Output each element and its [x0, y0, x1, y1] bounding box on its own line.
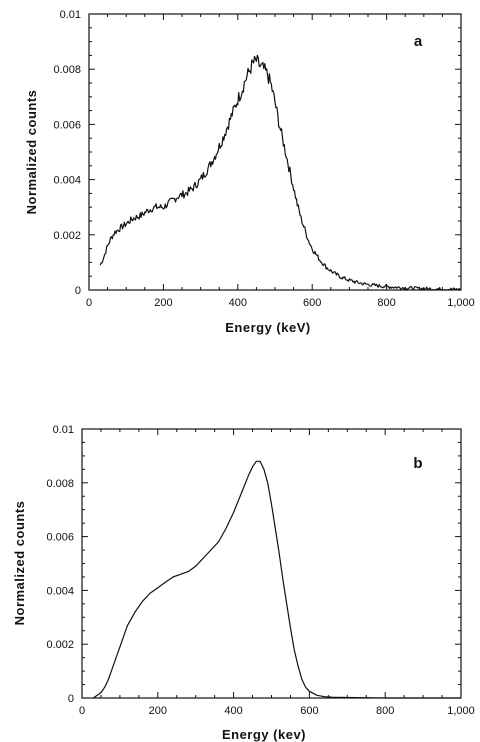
x-tick-label: 0: [86, 297, 92, 309]
y-tick-label: 0.004: [46, 585, 74, 597]
x-tick-label: 600: [300, 705, 318, 717]
x-tick-label: 1,000: [447, 297, 475, 309]
y-tick-label: 0.002: [46, 639, 74, 651]
y-tick-label: 0.008: [46, 478, 74, 490]
x-tick-label: 800: [376, 705, 394, 717]
y-tick-label: 0.002: [53, 230, 81, 242]
x-tick-label: 800: [377, 297, 395, 309]
y-tick-label: 0.006: [53, 119, 81, 131]
y-tick-label: 0.01: [53, 424, 74, 436]
series-line: [93, 460, 461, 699]
y-tick-label: 0: [75, 285, 81, 297]
x-tick-label: 0: [79, 705, 85, 717]
x-tick-label: 1,000: [447, 705, 475, 717]
y-tick-label: 0.01: [60, 9, 81, 21]
plot-frame: [81, 428, 462, 699]
x-tick-label: 200: [149, 705, 167, 717]
y-axis-label: Normalized counts: [12, 501, 27, 626]
chart-panel-a: 0 200 400 600 800 1,000 0 0.002 0.004 0.006 0.008 0…: [24, 9, 475, 335]
x-tick-label: 400: [229, 297, 247, 309]
x-axis-label: Energy (kev): [222, 727, 306, 742]
y-tick-label: 0: [68, 693, 74, 705]
y-tick-label: 0.008: [53, 64, 81, 76]
y-tick-label: 0.006: [46, 532, 74, 544]
series-line: [99, 54, 462, 291]
panel-label: a: [414, 33, 423, 50]
y-tick-label: 0.004: [53, 175, 81, 187]
chart-panel-b: 0 200 400 600 800 1,000 0 0.002 0.004 0.006 0.008 0…: [12, 424, 475, 742]
x-tick-label: 200: [154, 297, 172, 309]
x-tick-label: 600: [303, 297, 321, 309]
panel-label: b: [413, 455, 422, 472]
x-tick-label: 400: [224, 705, 242, 717]
x-axis-label: Energy (keV): [225, 320, 310, 335]
plot-frame: [88, 13, 462, 291]
y-axis-label: Normalized counts: [24, 90, 39, 215]
